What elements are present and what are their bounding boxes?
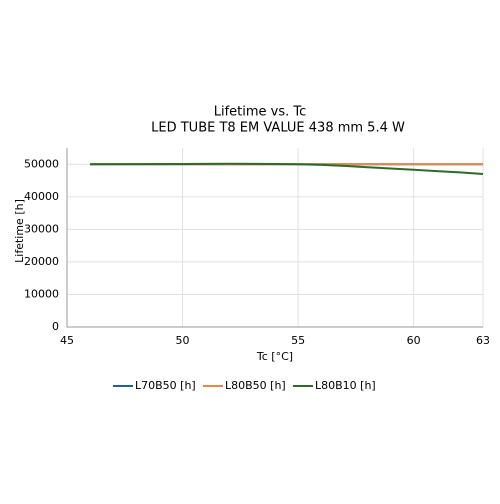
y-tick-label: 30000	[24, 222, 59, 235]
series-line	[90, 162, 484, 176]
chart-title: Lifetime vs. Tc	[214, 105, 307, 120]
y-tick-label: 0	[52, 320, 59, 333]
x-tick-label: 45	[60, 334, 74, 347]
x-tick-label: 60	[407, 334, 421, 347]
legend-label: L80B10 [h]	[315, 379, 376, 392]
y-tick-label: 20000	[24, 255, 59, 268]
x-tick-label: 63	[476, 334, 490, 347]
legend-label: L80B50 [h]	[225, 379, 286, 392]
x-tick-label: 50	[176, 334, 190, 347]
y-tick-label: 40000	[24, 190, 59, 203]
y-tick-label: 50000	[24, 157, 59, 170]
y-tick-label: 10000	[24, 287, 59, 300]
x-tick-label: 55	[291, 334, 305, 347]
chart-subtitle: LED TUBE T8 EM VALUE 438 mm 5.4 W	[151, 121, 405, 136]
legend-label: L70B50 [h]	[135, 379, 196, 392]
y-axis-label: Lifetime [h]	[13, 199, 26, 263]
x-axis-label: Tc [°C]	[256, 350, 293, 363]
